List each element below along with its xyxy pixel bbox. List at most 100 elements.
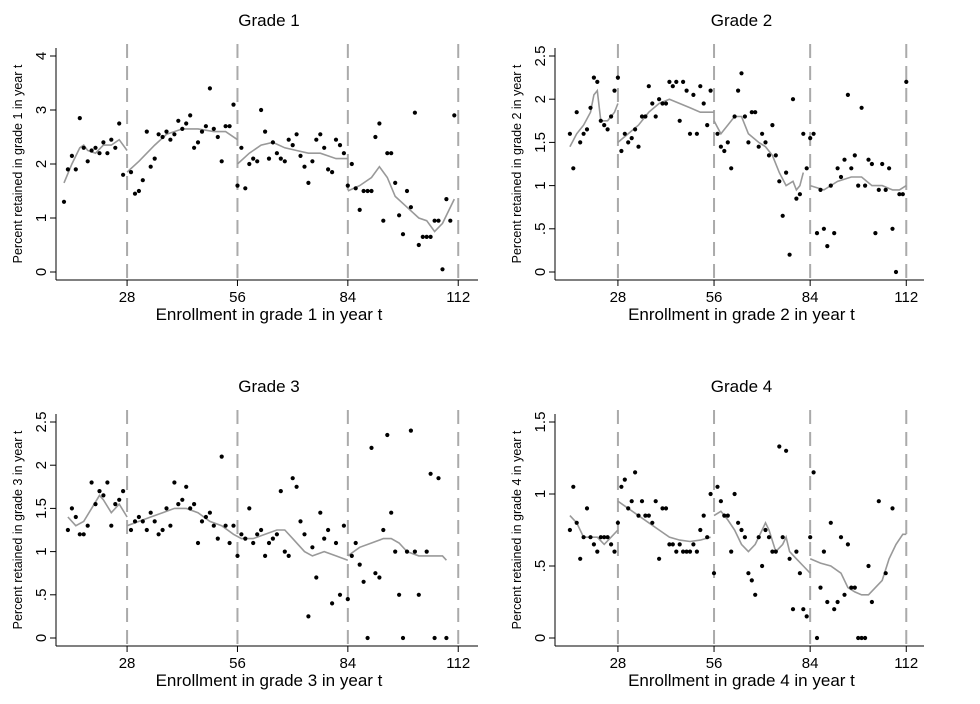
data-point — [705, 535, 710, 540]
data-point — [270, 536, 275, 541]
data-point — [619, 484, 624, 489]
data-point — [701, 513, 706, 518]
data-point — [274, 151, 279, 156]
data-point — [440, 267, 445, 272]
data-point — [132, 191, 138, 196]
data-point — [801, 131, 806, 136]
data-point — [314, 137, 319, 142]
data-point — [452, 113, 457, 118]
data-point — [89, 148, 94, 153]
data-point — [584, 127, 590, 132]
data-point — [852, 585, 857, 590]
data-point — [259, 107, 264, 113]
data-point — [223, 124, 228, 129]
fit-line — [236, 141, 348, 165]
y-tick-label: 2.5 — [33, 412, 50, 433]
data-point — [172, 132, 177, 137]
data-point — [787, 252, 792, 257]
data-point — [615, 75, 621, 80]
data-point — [574, 520, 579, 525]
data-point — [436, 476, 441, 481]
fit-line — [126, 128, 238, 173]
chart-panel-4: Grade 4 0 .5 1 1.5 28 56 84 112 Enrollment in gra… — [510, 377, 924, 690]
data-point — [753, 592, 758, 597]
y-tick-label: 4 — [33, 52, 50, 60]
y-axis-label: Percent retained in grade 3 in year t — [11, 430, 25, 629]
data-point — [168, 523, 173, 528]
data-point — [393, 549, 398, 554]
data-point — [650, 101, 655, 106]
data-point — [397, 592, 402, 597]
data-point — [357, 207, 362, 212]
data-point — [207, 510, 212, 515]
data-point — [814, 635, 820, 641]
data-point — [286, 553, 291, 559]
data-point — [863, 183, 868, 188]
x-tick-label: 56 — [706, 655, 723, 672]
data-point — [263, 553, 268, 559]
data-point — [294, 484, 299, 489]
data-point — [591, 75, 597, 80]
data-point — [239, 532, 244, 537]
y-tick-label: .5 — [532, 223, 549, 236]
data-point — [330, 601, 335, 606]
y-tick-label: 1 — [33, 547, 50, 555]
data-point — [639, 114, 645, 119]
data-point — [306, 614, 311, 619]
data-point — [73, 514, 78, 520]
data-point — [381, 527, 386, 533]
data-point — [377, 121, 382, 126]
data-point — [780, 535, 785, 540]
y-tick-label: 1 — [33, 214, 50, 222]
x-tick-label: 28 — [119, 655, 136, 672]
data-point — [211, 523, 216, 528]
data-point — [365, 635, 370, 641]
data-point — [192, 145, 197, 150]
data-point — [255, 159, 260, 164]
data-point — [646, 84, 651, 89]
data-point — [633, 470, 638, 475]
data-point — [708, 88, 713, 93]
data-point — [105, 480, 110, 485]
data-point — [849, 166, 854, 171]
data-point — [333, 540, 339, 546]
data-point — [420, 234, 425, 239]
data-point — [239, 145, 244, 150]
data-point — [777, 444, 782, 449]
data-point — [412, 110, 417, 115]
data-point — [804, 614, 809, 619]
x-tick-label: 84 — [340, 289, 357, 306]
data-point — [231, 102, 236, 107]
data-point — [615, 520, 621, 525]
data-point — [784, 448, 789, 453]
fit-line — [126, 507, 349, 561]
data-point — [701, 101, 706, 106]
data-point — [567, 131, 573, 136]
data-point — [152, 156, 157, 161]
data-point — [900, 192, 905, 197]
data-point — [818, 187, 823, 192]
data-point — [732, 491, 737, 497]
data-point — [808, 136, 813, 141]
data-point — [681, 549, 686, 554]
data-point — [622, 131, 627, 136]
data-point — [184, 121, 189, 126]
data-point — [326, 527, 331, 533]
data-point — [227, 540, 232, 546]
data-point — [763, 527, 768, 533]
data-point — [790, 607, 796, 612]
fit-line — [67, 494, 128, 527]
data-point — [904, 79, 909, 84]
data-point — [117, 497, 122, 502]
data-point — [598, 535, 603, 540]
data-point — [804, 166, 809, 171]
data-point — [818, 585, 823, 590]
data-point — [140, 519, 145, 524]
data-point — [192, 502, 197, 507]
chart-title: Grade 3 — [238, 377, 299, 396]
data-point — [687, 549, 693, 554]
data-point — [588, 105, 593, 110]
data-point — [341, 151, 346, 156]
data-point — [416, 242, 421, 248]
data-point — [203, 124, 208, 129]
